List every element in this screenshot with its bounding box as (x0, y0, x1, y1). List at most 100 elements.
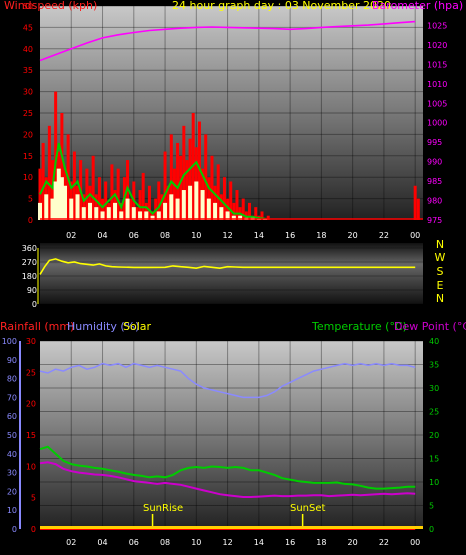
avg-wind-bar (63, 185, 68, 220)
compass-label: S (437, 265, 444, 278)
rain-tick-label: 30 (26, 337, 36, 346)
gust-bar (163, 151, 167, 220)
gust-bar (169, 134, 173, 220)
avg-wind-bar (181, 190, 186, 220)
temp-x-tick-label: 02 (66, 538, 76, 547)
gust-bar (85, 168, 89, 220)
humidity-tick-label: 30 (7, 469, 17, 478)
gust-bar (416, 198, 420, 220)
wind-tick-label: 35 (23, 66, 33, 75)
direction-tick-label: 270 (22, 258, 37, 267)
avg-wind-bar (169, 194, 174, 220)
gust-bar (185, 160, 189, 220)
humidity-tick-label: 100 (2, 337, 17, 346)
avg-wind-bar (69, 198, 74, 220)
gust-bar (60, 113, 64, 220)
humidity-tick-label: 40 (7, 450, 17, 459)
gust-bar (235, 190, 239, 220)
compass-label: N (436, 292, 444, 305)
avg-wind-bar (163, 202, 168, 220)
barometer-axis-title: Barometer (hpa) (372, 0, 463, 12)
wind-tick-label: 15 (23, 152, 33, 161)
chart-title: 24 hour graph day : 03 November 2020 (172, 0, 391, 12)
humidity-line (39, 362, 416, 399)
humidity-tick-label: 80 (7, 375, 17, 384)
avg-wind-bar (231, 215, 236, 220)
direction-tick-label: 180 (22, 272, 37, 281)
avg-wind-bar (44, 194, 49, 220)
axis-labels: 0510152025303540455097598098599099510001… (2, 2, 448, 547)
gust-bar (135, 207, 139, 220)
direction-line (39, 258, 416, 275)
wind-tick-label: 25 (23, 109, 33, 118)
avg-wind-bar (75, 194, 80, 220)
temp-x-tick-label: 06 (129, 538, 139, 547)
gust-bar (101, 198, 105, 220)
temp-plot-area (40, 341, 423, 529)
rain-tick-label: 5 (31, 494, 36, 503)
avg-wind-bar (200, 190, 205, 220)
wind-x-tick-label: 12 (222, 231, 232, 240)
gust-bar (141, 172, 145, 220)
rainfall-axis-title: Rainfall (mm) (0, 320, 74, 333)
temp-tick-label: 20 (429, 431, 439, 440)
wind-tick-label: 20 (23, 130, 33, 139)
avg-wind-bar (56, 168, 61, 220)
gust-bar (166, 185, 170, 220)
avg-wind-bar (156, 211, 161, 220)
wind-x-tick-label: 18 (316, 231, 326, 240)
avg-wind-bar (138, 211, 143, 220)
wind-tick-label: 45 (23, 23, 33, 32)
gust-line (39, 142, 266, 220)
wind-x-tick-label: 22 (379, 231, 389, 240)
temp-x-tick-label: 04 (97, 538, 107, 547)
wind-tick-label: 10 (23, 173, 33, 182)
gust-bar (160, 194, 164, 220)
temp-x-tick-label: 16 (285, 538, 295, 547)
solar-baseline (40, 526, 423, 529)
gust-bar (104, 181, 108, 220)
direction-tick-label: 90 (27, 286, 37, 295)
wind-x-tick-label: 06 (129, 231, 139, 240)
gust-bar (413, 185, 417, 220)
avg-wind-bar (188, 185, 193, 220)
avg-wind-bar (175, 198, 180, 220)
pressure-tick-label: 975 (427, 216, 442, 225)
gust-bar (172, 168, 176, 220)
temp-tick-label: 0 (429, 525, 434, 534)
humidity-axis-title: Humidity (%) (67, 320, 139, 333)
direction-tick-label: 0 (32, 300, 37, 309)
pressure-tick-label: 1020 (427, 41, 447, 50)
wind-x-tick-label: 20 (348, 231, 358, 240)
solar-axis-title: Solar (123, 320, 152, 333)
avg-wind-bar (194, 181, 199, 220)
gust-bar (182, 125, 186, 220)
wind-x-tick-label: 04 (97, 231, 107, 240)
gust-bar (179, 155, 183, 220)
wind-x-tick-label: 14 (254, 231, 264, 240)
temperature-axis-title: Temperature (°C) (311, 320, 407, 333)
gust-bar (241, 198, 245, 220)
temp-x-tick-label: 18 (316, 538, 326, 547)
wind-x-tick-label: 10 (191, 231, 201, 240)
chart-marks (38, 20, 423, 530)
rain-tick-label: 10 (26, 462, 36, 471)
temp-tick-label: 35 (429, 361, 439, 370)
avg-wind-bar (125, 198, 130, 220)
rain-tick-label: 20 (26, 400, 36, 409)
avg-wind-bar (106, 207, 111, 220)
temp-tick-label: 25 (429, 408, 439, 417)
gust-bar (110, 164, 114, 220)
avg-wind-bar (238, 215, 243, 220)
gust-bar (97, 177, 101, 220)
humidity-tick-label: 70 (7, 393, 17, 402)
pressure-tick-label: 980 (427, 197, 442, 206)
temp-x-tick-label: 12 (222, 538, 232, 547)
avg-wind-bar (113, 202, 118, 220)
temp-x-tick-label: 22 (379, 538, 389, 547)
temp-x-tick-label: 14 (254, 538, 264, 547)
gust-bar (266, 215, 270, 220)
gust-bar (147, 185, 151, 220)
